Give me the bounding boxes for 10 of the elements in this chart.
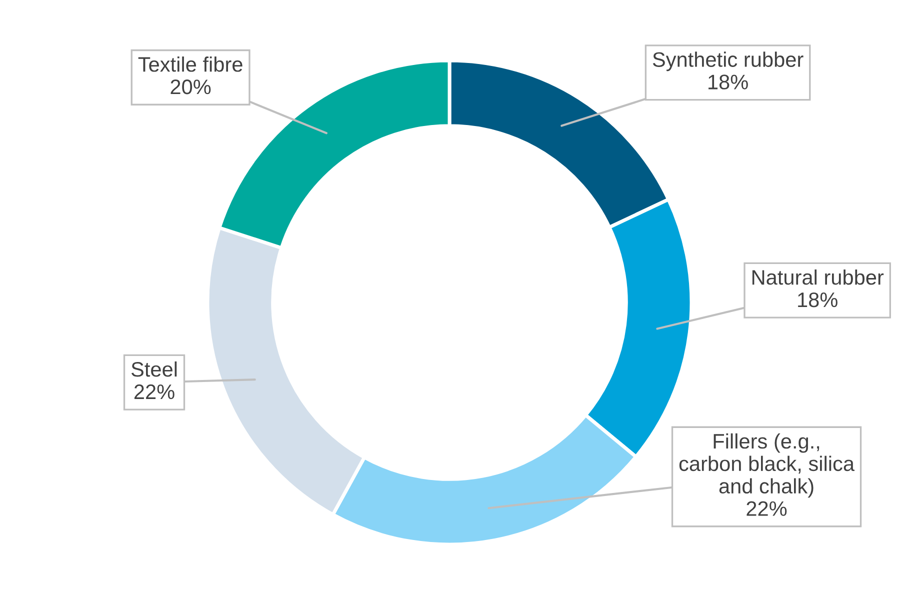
data-label: 18% [798, 292, 838, 308]
slice-label: Textile fibre [138, 56, 242, 72]
data-label: 18% [708, 74, 748, 90]
slice-label: Natural rubber [752, 269, 884, 285]
data-label: 22% [746, 501, 787, 516]
slice-label: Steel [131, 361, 177, 377]
slice-label: Fillers (e.g., carbon black, silica and chalk) [679, 433, 855, 498]
data-label: 20% [170, 80, 211, 94]
data-label: 22% [134, 384, 174, 400]
slice-label: Synthetic rubber [652, 52, 804, 72]
